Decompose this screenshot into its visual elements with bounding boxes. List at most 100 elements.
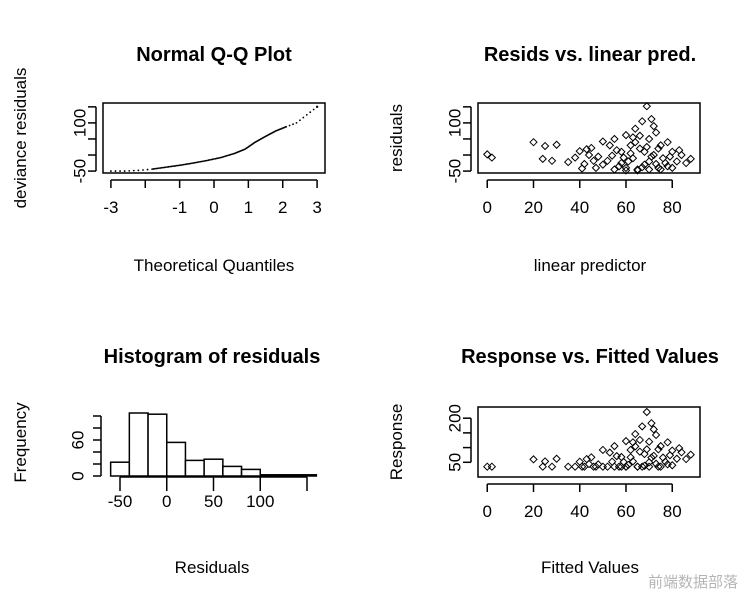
response-point xyxy=(487,462,497,471)
x-tick-label: 1 xyxy=(244,198,253,217)
residual-point xyxy=(656,141,665,150)
residual-point xyxy=(552,140,561,149)
response-point xyxy=(605,448,615,457)
response-point xyxy=(637,422,647,431)
residual-point xyxy=(640,160,649,169)
response-point xyxy=(649,451,658,461)
response-point xyxy=(654,462,663,471)
qq-point xyxy=(193,161,196,164)
qq-point xyxy=(180,164,182,166)
qq-point xyxy=(203,160,206,162)
response-point xyxy=(621,436,631,446)
qq-point xyxy=(159,167,162,169)
panel3-x-label: Fitted Values xyxy=(541,558,639,577)
qq-point xyxy=(299,119,301,122)
qq-point xyxy=(166,166,169,168)
response-point xyxy=(644,462,654,471)
residual-point xyxy=(621,163,631,173)
qq-point xyxy=(170,165,173,168)
panel1-y-label: residuals xyxy=(387,104,406,172)
residual-point xyxy=(589,156,598,166)
response-point xyxy=(626,453,635,462)
response-point xyxy=(642,445,652,454)
response-point xyxy=(681,454,691,464)
histogram-bar xyxy=(109,461,131,477)
qq-point xyxy=(152,168,155,170)
response-point xyxy=(686,450,695,459)
qq-point xyxy=(215,157,218,160)
x-tick-label: 50 xyxy=(204,492,223,511)
panel2-x-label: Residuals xyxy=(175,558,250,577)
response-point xyxy=(654,445,663,454)
residual-point xyxy=(603,156,612,166)
qq-point xyxy=(230,153,233,156)
qq-point xyxy=(225,155,228,157)
qq-point xyxy=(128,169,131,172)
residual-point xyxy=(663,137,672,147)
qq-point xyxy=(224,155,226,158)
residual-point xyxy=(617,158,626,168)
response-point xyxy=(647,453,656,462)
qq-point xyxy=(192,162,195,164)
residual-point xyxy=(612,145,621,155)
residual-point xyxy=(577,164,587,173)
response-point xyxy=(663,438,672,447)
residual-point xyxy=(598,160,608,169)
response-point xyxy=(598,445,608,455)
qq-point xyxy=(210,158,213,161)
response-point xyxy=(529,455,538,464)
residual-point xyxy=(621,166,631,175)
response-point xyxy=(663,460,672,469)
qq-point xyxy=(196,161,199,164)
response-point xyxy=(674,443,684,453)
y-tick-label: 60 xyxy=(69,431,88,450)
x-tick-label: 80 xyxy=(663,198,682,217)
response-point xyxy=(584,459,594,469)
qq-point xyxy=(158,167,160,170)
qq-point xyxy=(285,125,288,128)
histogram-bar xyxy=(296,474,318,477)
response-point xyxy=(594,460,603,469)
response-point xyxy=(483,462,492,471)
x-tick-label: 2 xyxy=(278,198,287,217)
residual-point xyxy=(658,154,668,163)
panel1-x-label: linear predictor xyxy=(534,256,647,275)
x-tick-label: 60 xyxy=(617,502,636,521)
residual-point xyxy=(605,141,615,150)
residual-point xyxy=(674,145,684,155)
panel1-box xyxy=(477,102,701,174)
qq-point xyxy=(186,163,189,165)
response-point xyxy=(570,462,580,471)
residual-point xyxy=(686,154,695,164)
response-point xyxy=(658,453,668,462)
response-point xyxy=(631,429,640,439)
y-tick-label: 100 xyxy=(446,109,465,137)
residual-point xyxy=(637,117,647,126)
residual-point xyxy=(661,158,670,168)
response-point xyxy=(577,462,587,471)
response-point xyxy=(640,461,649,471)
qq-point xyxy=(181,163,184,166)
residual-point xyxy=(582,145,591,154)
qq-point xyxy=(185,163,188,166)
qq-point xyxy=(295,122,298,124)
residual-point xyxy=(591,163,601,173)
qq-point xyxy=(217,157,220,160)
qq-point xyxy=(207,159,210,162)
qq-point xyxy=(169,165,171,168)
response-point xyxy=(640,449,649,459)
residual-point xyxy=(570,153,580,162)
response-point xyxy=(647,418,656,428)
qq-point xyxy=(305,113,308,116)
residual-point xyxy=(631,124,640,133)
panel0-box xyxy=(102,102,326,174)
qq-point xyxy=(188,162,191,165)
response-point xyxy=(610,441,619,451)
qq-point xyxy=(222,155,225,158)
qq-point xyxy=(177,164,180,167)
residual-point xyxy=(547,156,557,166)
residual-point xyxy=(681,158,691,168)
x-tick-label: 0 xyxy=(209,198,218,217)
response-point xyxy=(633,462,642,471)
